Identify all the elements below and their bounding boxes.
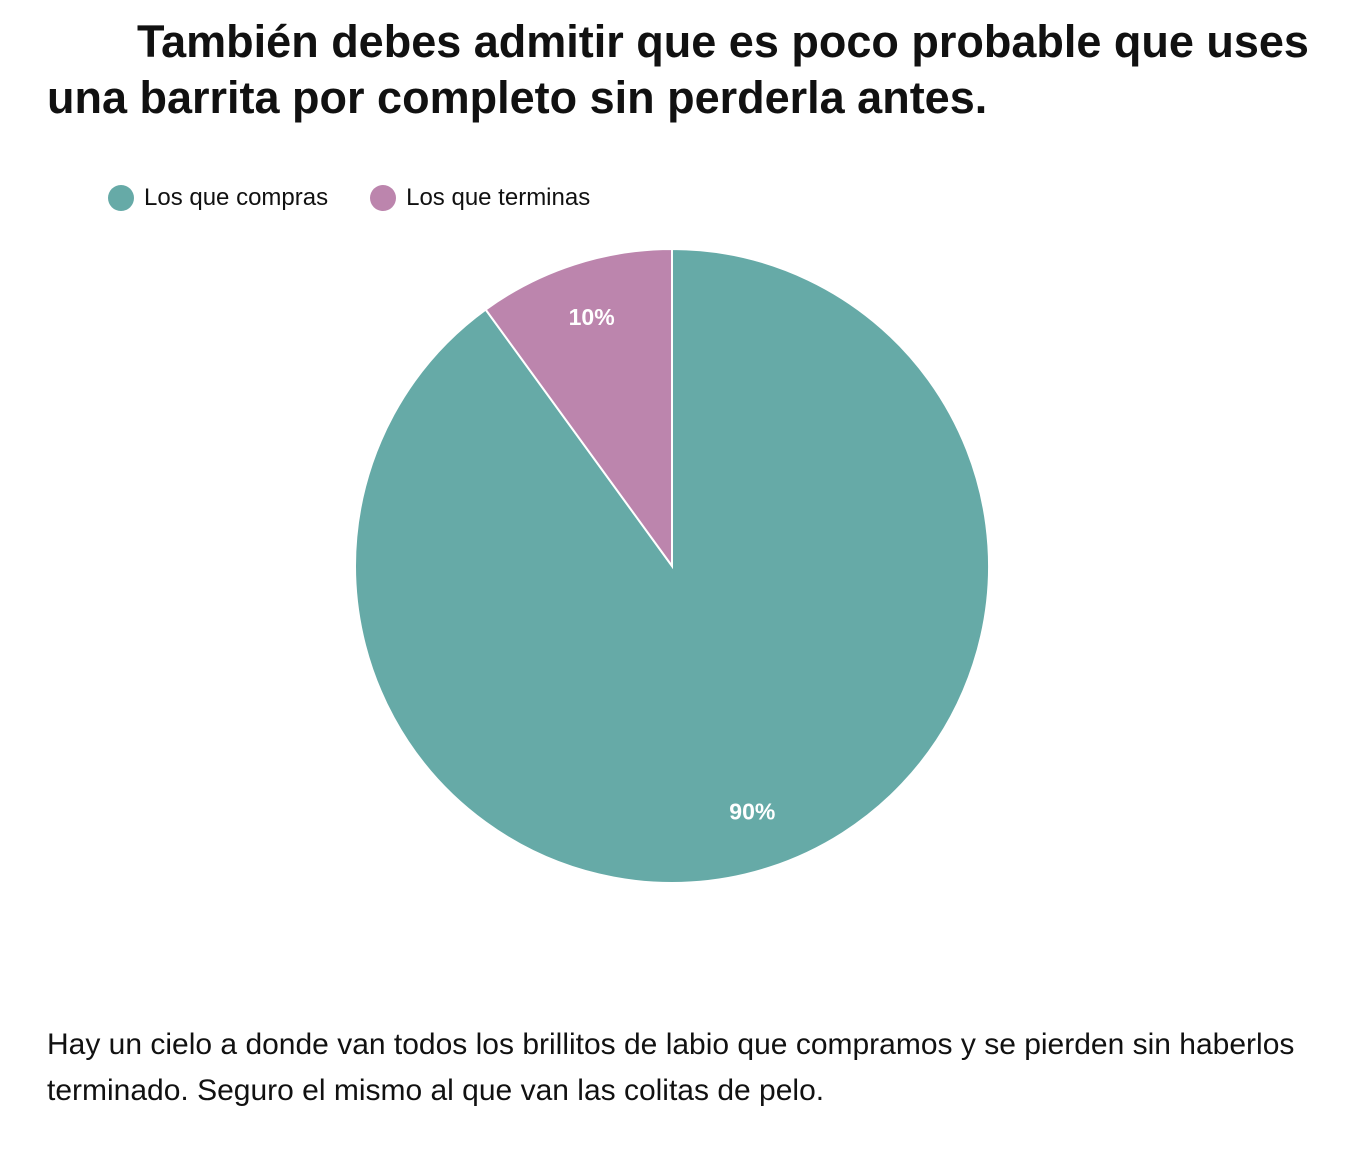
- chart-legend: Los que compras Los que terminas: [108, 184, 632, 212]
- legend-label-terminas: Los que terminas: [406, 184, 591, 211]
- article-paragraph: Hay un cielo a donde van todos los brill…: [47, 1028, 1295, 1107]
- article-heading: También debes admitir que es poco probab…: [47, 16, 1309, 123]
- pie-slice-label-1: 10%: [569, 304, 615, 330]
- legend-item-compras: Los que compras: [108, 184, 328, 212]
- legend-swatch-compras: [108, 185, 134, 211]
- pie-slice-label-0: 90%: [729, 798, 775, 824]
- legend-label-compras: Los que compras: [144, 184, 329, 211]
- pie-slice-1: [484, 247, 673, 570]
- legend-swatch-terminas: [370, 185, 397, 211]
- legend-item-terminas: Los que terminas: [370, 184, 590, 212]
